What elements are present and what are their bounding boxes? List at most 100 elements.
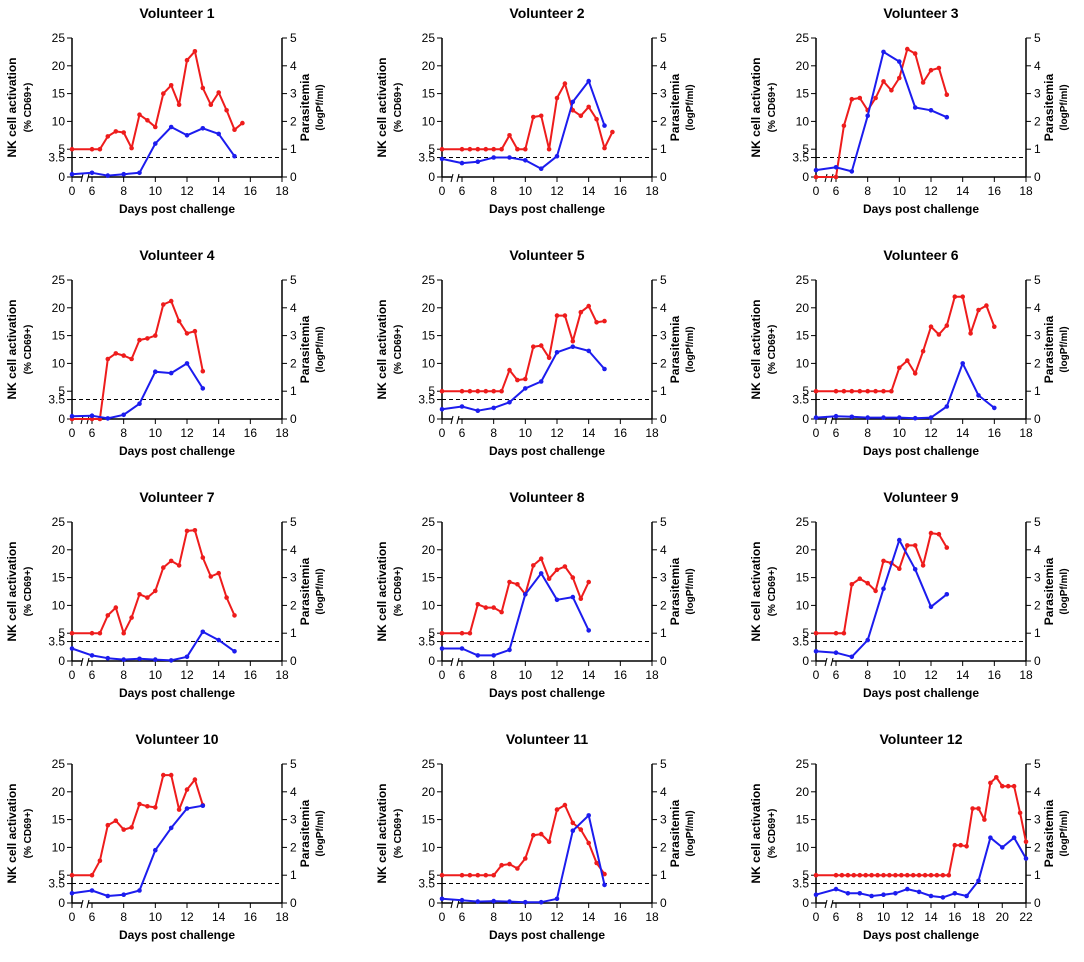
chart-title: Volunteer 4 [139, 247, 214, 263]
x-tick-label: 10 [149, 184, 163, 198]
axis-break-mark [830, 899, 834, 909]
right-y-tick-label: 5 [290, 515, 297, 529]
nk-activation-point [578, 309, 584, 315]
right-y-tick-label: 3 [660, 87, 667, 101]
parasitemia-point [105, 173, 111, 178]
right-y-tick-label: 4 [1034, 543, 1041, 557]
x-axis-label: Days post challenge [489, 928, 605, 942]
nk-activation-line [72, 774, 204, 877]
parasitemia-point [121, 412, 126, 418]
x-tick-label: 16 [988, 668, 1002, 682]
parasitemia-point [459, 897, 465, 903]
right-y-tick-label: 4 [660, 59, 667, 73]
nk-activation-point [531, 114, 536, 120]
right-y-tick-label: 2 [290, 356, 297, 370]
right-y-tick-label: 4 [660, 301, 667, 315]
parasitemia-point [523, 592, 528, 597]
x-tick-label: 18 [645, 910, 659, 924]
nk-activation-point [137, 592, 142, 597]
parasitemia-point [475, 408, 481, 414]
nk-activation-point [113, 129, 119, 134]
right-y-axis-sublabel: (logPf/ml) [315, 810, 326, 856]
axis-break-mark [450, 415, 454, 425]
left-y-tick-label: 5 [802, 868, 809, 882]
right-y-axis-label: Parasitemia [668, 799, 682, 867]
left-y-tick-label: 3.5 [48, 877, 65, 891]
right-y-tick-label: 3 [1034, 329, 1041, 343]
axis-break-mark [86, 657, 90, 667]
parasitemia-point [523, 386, 528, 391]
x-tick-label: 0 [813, 426, 820, 440]
nk-activation-point [145, 595, 150, 600]
nk-activation-point [912, 543, 918, 548]
nk-activation-point [833, 630, 839, 636]
right-y-tick-label: 5 [1034, 31, 1041, 45]
nk-activation-point [1000, 783, 1005, 789]
x-tick-label: 10 [893, 184, 907, 198]
parasitemia-point [507, 155, 512, 160]
nk-activation-point [168, 298, 174, 304]
x-tick-label: 14 [582, 184, 596, 198]
axis-break-mark [450, 899, 454, 909]
chart-title: Volunteer 2 [509, 5, 584, 21]
nk-activation-point [153, 124, 158, 130]
parasitemia-point [881, 892, 886, 897]
right-y-tick-label: 3 [290, 329, 297, 343]
parasitemia-point [586, 78, 591, 84]
x-tick-label: 16 [614, 668, 628, 682]
x-tick-label: 16 [244, 910, 258, 924]
nk-activation-point [459, 872, 465, 878]
x-tick-label: 18 [275, 184, 289, 198]
x-tick-label: 18 [645, 426, 659, 440]
parasitemia-point [912, 105, 918, 110]
axis-break-mark [450, 173, 454, 183]
parasitemia-point [833, 413, 839, 419]
nk-activation-point [97, 630, 103, 636]
x-tick-label: 10 [519, 184, 533, 198]
x-tick-label: 8 [120, 184, 127, 198]
right-y-tick-label: 2 [290, 598, 297, 612]
nk-activation-point [439, 872, 445, 878]
parasitemia-point [833, 886, 839, 892]
nk-activation-point [129, 356, 134, 362]
parasitemia-point [833, 650, 839, 655]
right-y-tick-label: 0 [660, 896, 667, 910]
parasitemia-point [538, 899, 544, 905]
right-y-tick-label: 4 [290, 543, 297, 557]
parasitemia-point [964, 893, 969, 899]
x-tick-label: 14 [212, 426, 226, 440]
left-y-tick-label: 0 [58, 654, 65, 668]
x-tick-label: 12 [550, 184, 564, 198]
nk-activation-point [936, 332, 942, 337]
right-y-tick-label: 1 [290, 142, 297, 156]
parasitemia-point [976, 393, 981, 398]
parasitemia-line [815, 50, 948, 173]
nk-activation-point [105, 356, 111, 362]
left-y-tick-label: 15 [796, 87, 810, 101]
x-tick-label: 10 [519, 668, 533, 682]
nk-activation-point [89, 146, 95, 152]
chart-title: Volunteer 5 [509, 247, 584, 263]
parasitemia-point [105, 893, 111, 899]
left-y-tick-label: 20 [52, 785, 66, 799]
nk-activation-point [161, 565, 166, 570]
left-y-axis-label: NK cell activation [375, 57, 389, 157]
nk-activation-line [442, 82, 614, 151]
left-y-axis-label: NK cell activation [749, 299, 763, 399]
right-y-tick-label: 1 [290, 626, 297, 640]
nk-activation-point [893, 872, 898, 878]
x-tick-label: 8 [864, 668, 871, 682]
nk-activation-point [857, 388, 863, 394]
nk-activation-point [841, 388, 847, 394]
x-tick-label: 10 [893, 668, 907, 682]
x-axis-label: Days post challenge [489, 444, 605, 458]
parasitemia-point [912, 567, 918, 572]
parasitemia-point [89, 888, 95, 893]
nk-activation-point [192, 777, 198, 782]
parasitemia-point [439, 156, 445, 162]
parasitemia-point [507, 647, 512, 653]
right-y-axis-label: Parasitemia [668, 557, 682, 625]
nk-activation-point [499, 388, 504, 394]
parasitemia-point [105, 655, 111, 661]
x-tick-label: 8 [120, 426, 127, 440]
